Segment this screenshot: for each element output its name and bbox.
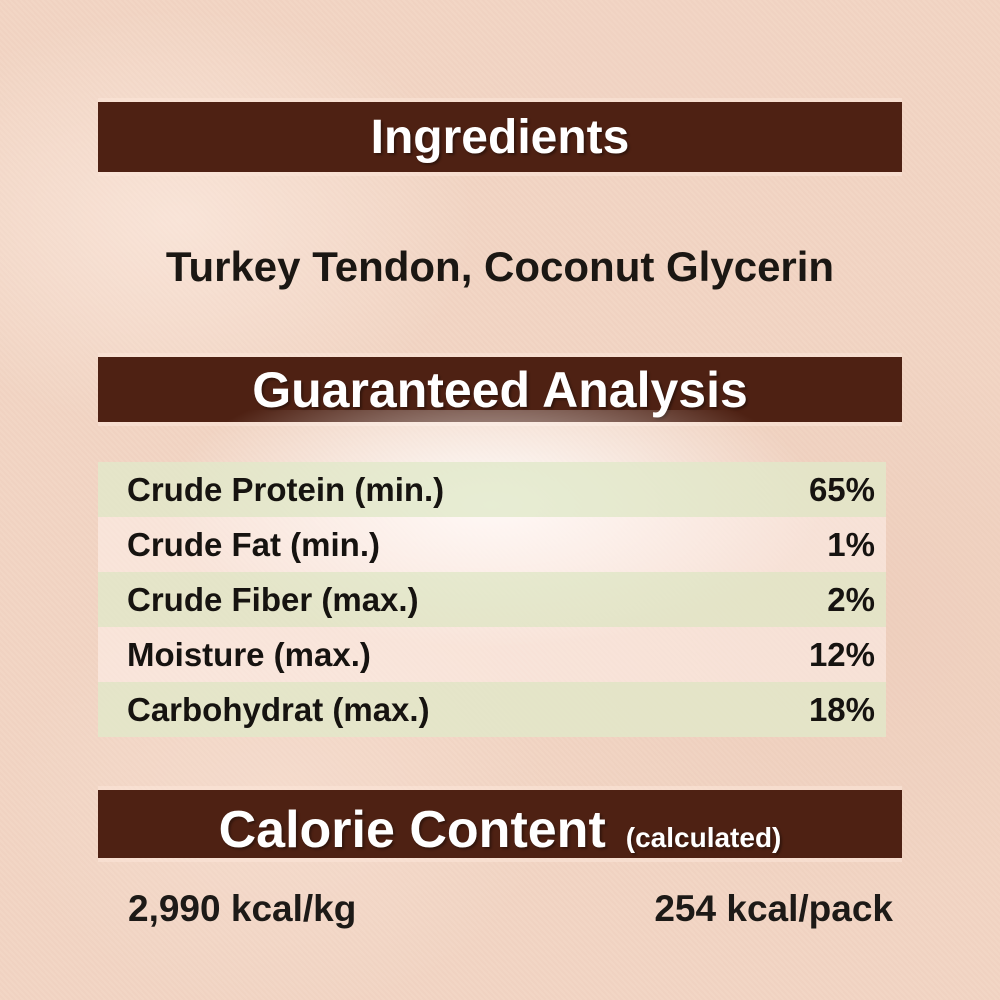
- analysis-row-value: 65%: [808, 470, 875, 508]
- guaranteed-analysis-title: Guaranteed Analysis: [252, 361, 748, 418]
- table-row: Carbohydrat (max.) 18%: [98, 682, 886, 737]
- analysis-row-label: Moisture (max.): [127, 635, 371, 673]
- analysis-table: Crude Protein (min.) 65% Crude Fat (min.…: [98, 462, 886, 737]
- calorie-per-kg: 2,990 kcal/kg: [128, 888, 357, 929]
- calorie-content-title: Calorie Content: [218, 801, 606, 859]
- analysis-row-label: Carbohydrat (max.): [127, 690, 430, 728]
- calorie-content-subtitle: (calculated): [625, 822, 782, 853]
- calorie-per-pack: 254 kcal/pack: [654, 888, 893, 929]
- calorie-values-row: 2,990 kcal/kg 254 kcal/pack: [98, 888, 902, 930]
- analysis-row-value: 18%: [808, 690, 875, 728]
- analysis-row-value: 2%: [827, 580, 875, 618]
- calorie-header-inner: Calorie Content (calculated): [219, 800, 782, 860]
- analysis-row-label: Crude Fiber (max.): [127, 580, 419, 618]
- analysis-row-value: 1%: [827, 525, 875, 563]
- analysis-row-value: 12%: [808, 635, 875, 673]
- table-row: Crude Fiber (max.) 2%: [98, 572, 886, 627]
- analysis-row-label: Crude Protein (min.): [127, 470, 445, 508]
- table-row: Crude Protein (min.) 65%: [98, 462, 886, 517]
- analysis-row-label: Crude Fat (min.): [127, 525, 380, 563]
- table-row: Crude Fat (min.) 1%: [98, 517, 886, 572]
- ingredients-title: Ingredients: [370, 110, 630, 164]
- ingredients-list: Turkey Tendon, Coconut Glycerin: [165, 243, 835, 290]
- guaranteed-analysis-section: Crude Protein (min.) 65% Crude Fat (min.…: [98, 410, 886, 750]
- table-row: Moisture (max.) 12%: [98, 627, 886, 682]
- calorie-content-header-bar: Calorie Content (calculated): [98, 790, 902, 860]
- ingredients-header-bar: Ingredients: [98, 102, 902, 172]
